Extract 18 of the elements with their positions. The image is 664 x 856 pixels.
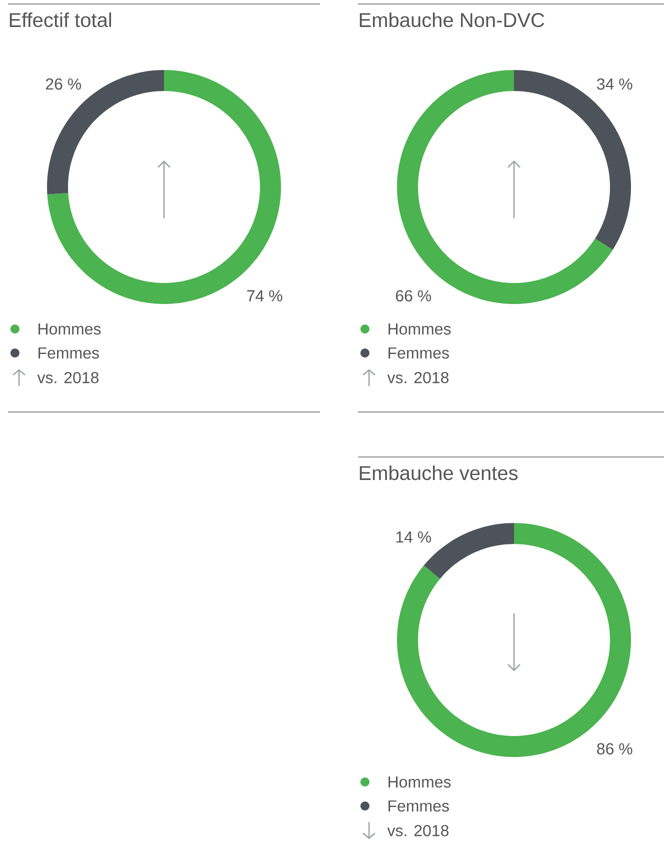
legend-label: Hommes (388, 323, 450, 335)
data-label: 66 % (396, 290, 431, 302)
legend-label: Hommes (38, 323, 100, 335)
legend-label: Hommes (388, 776, 450, 788)
data-label: 34 % (596, 78, 632, 90)
chart-title: Embauche Non-DVC (360, 12, 544, 28)
data-label: 14 % (396, 531, 431, 543)
text: vs. 2018 (387, 372, 448, 384)
chart-title: Embauche ventes (360, 465, 518, 480)
data-label: 26 % (46, 78, 81, 90)
text: vs. 2018 (387, 824, 448, 836)
legend-label: Femmes (388, 347, 449, 359)
data-label: 86 % (596, 743, 632, 754)
chart-title: Effectif total (10, 12, 111, 28)
legend-label: Femmes (388, 800, 449, 812)
data-label: 74 % (246, 290, 282, 302)
text: vs. 2018 (37, 372, 98, 384)
legend-label: Femmes (38, 347, 99, 359)
